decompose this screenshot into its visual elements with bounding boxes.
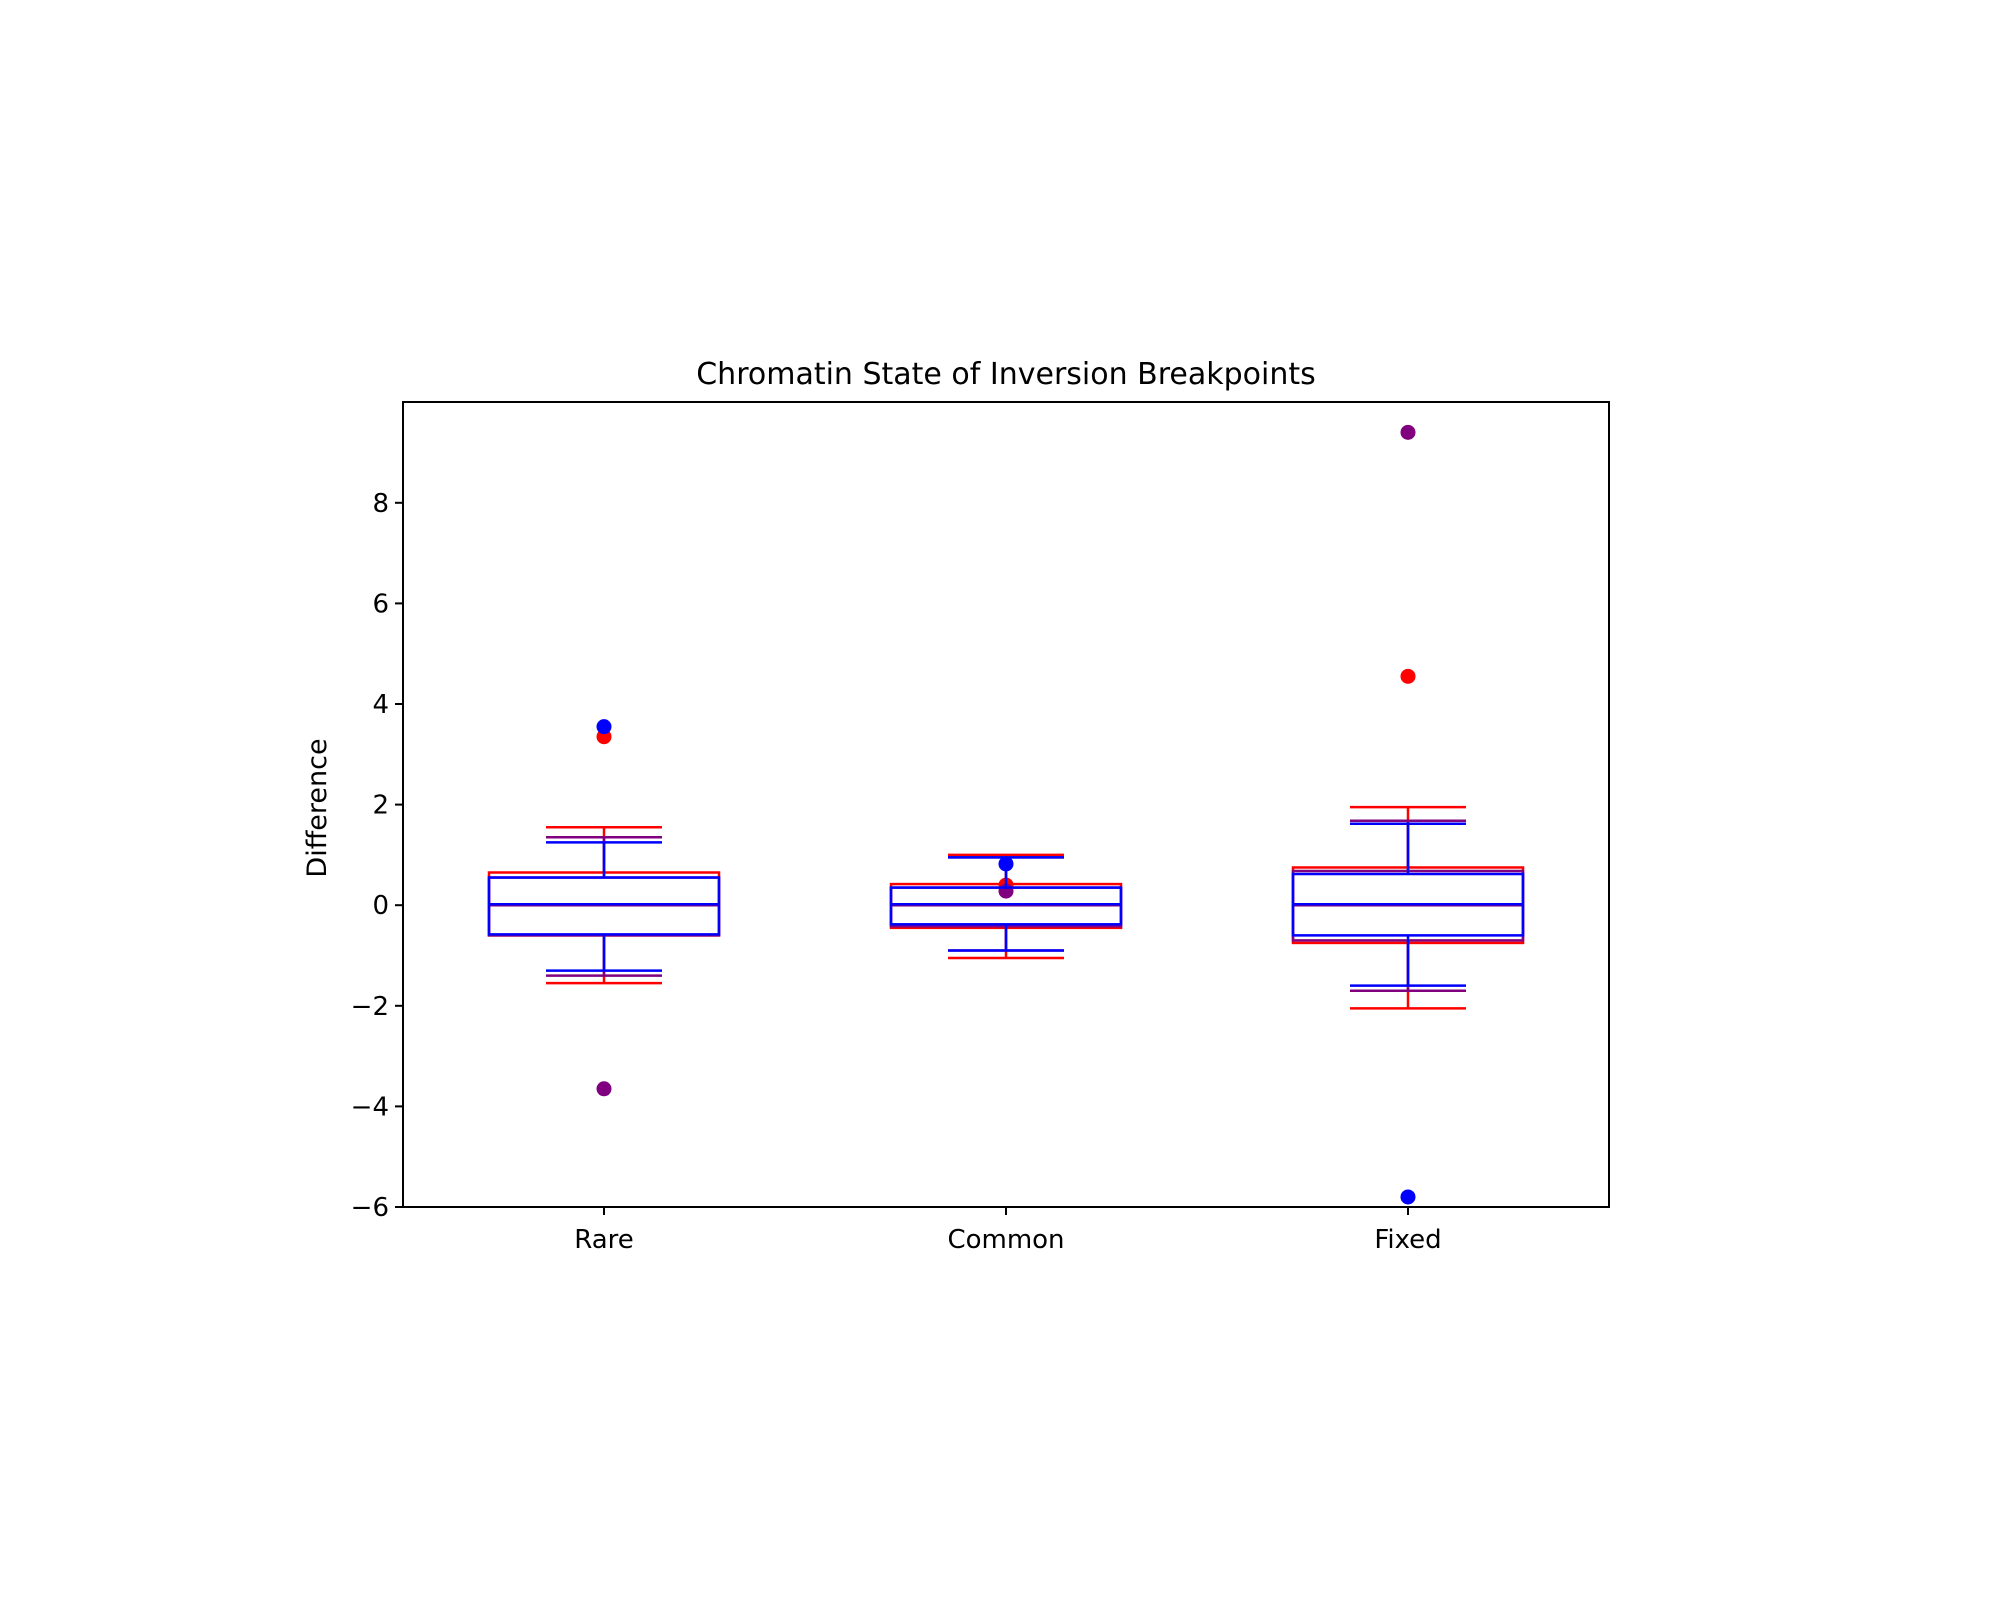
box-iqr [889, 886, 1123, 926]
y-tick-label: 6 [372, 589, 389, 619]
x-tick-label: Fixed [1374, 1225, 1441, 1255]
outlier-point [1400, 424, 1416, 440]
y-tick-label: 8 [372, 489, 389, 519]
y-tick-label: 2 [372, 791, 389, 821]
box-plot-marks [487, 424, 1525, 1205]
plot-frame [402, 401, 1610, 1208]
y-tick-label: 0 [372, 891, 389, 921]
outlier-point [596, 1081, 612, 1097]
outlier-point [596, 719, 612, 735]
axis-ticks: −6 −4 −2 0 2 4 6 8 Rare Common Fixed [351, 489, 1442, 1255]
outlier-point [998, 856, 1014, 872]
box-iqr [487, 876, 721, 936]
outlier-point [1400, 668, 1416, 684]
y-tick-label: −6 [351, 1193, 389, 1223]
y-tick-label: 4 [372, 690, 389, 720]
x-tick-label: Rare [574, 1225, 634, 1255]
box-series [487, 719, 1525, 1205]
x-tick-label: Common [947, 1225, 1064, 1255]
y-tick-label: −4 [351, 1092, 389, 1122]
y-axis-label: Difference [302, 738, 333, 877]
y-tick-label: −2 [351, 992, 389, 1022]
chart-title: Chromatin State of Inversion Breakpoints [696, 357, 1316, 392]
outlier-point [1400, 1189, 1416, 1205]
